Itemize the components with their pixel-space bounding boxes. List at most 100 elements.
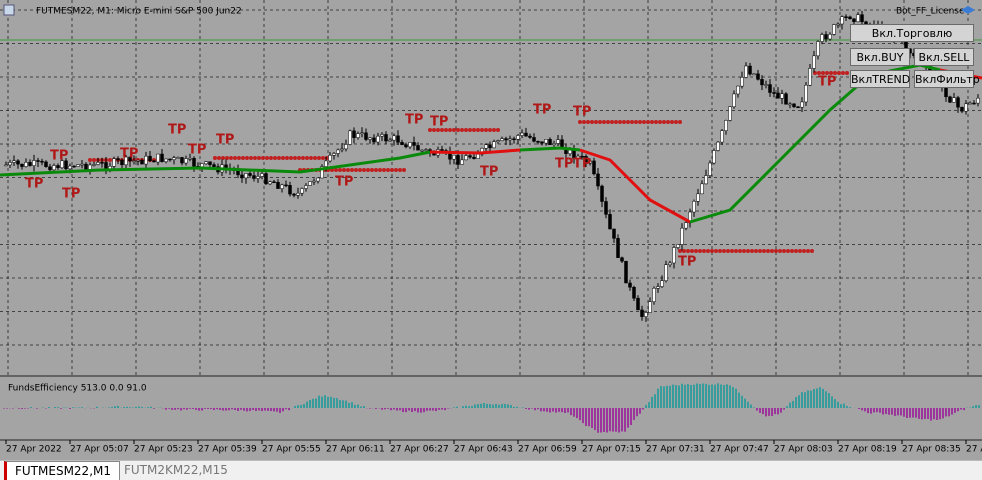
tp-label: TP xyxy=(188,143,206,158)
candle-body xyxy=(288,185,292,195)
filter-button[interactable]: ВклФильтр xyxy=(914,70,980,88)
candle-body xyxy=(664,264,668,281)
candle-body xyxy=(624,260,628,284)
license-icon xyxy=(961,6,975,14)
candle-body xyxy=(268,181,272,185)
candle-body xyxy=(456,154,460,165)
candle-body xyxy=(740,77,744,87)
candle-body xyxy=(780,93,784,99)
candle-body xyxy=(772,92,776,94)
candle-body xyxy=(856,14,860,22)
candle-body xyxy=(208,161,212,165)
candle-body xyxy=(316,177,320,182)
candle-body xyxy=(704,175,708,185)
tp-dot xyxy=(480,128,484,132)
candle-body xyxy=(956,97,960,108)
tp-dot xyxy=(746,249,750,253)
tp-dot xyxy=(374,168,378,172)
tp-dot xyxy=(448,128,452,132)
candle-body xyxy=(488,144,492,149)
candle-body xyxy=(644,312,648,317)
candle-body xyxy=(752,73,756,76)
tp-dot xyxy=(610,120,614,124)
candle-body xyxy=(548,139,552,145)
tp-label: TP xyxy=(25,177,43,192)
candle-body xyxy=(636,297,640,311)
tp-dot xyxy=(622,120,626,124)
tp-dot xyxy=(762,249,766,253)
candle-body xyxy=(304,185,308,189)
candle-body xyxy=(544,139,548,144)
tp-dot xyxy=(88,158,92,162)
candle-body xyxy=(252,175,256,179)
tab[interactable]: FUTM2KM22,M15 xyxy=(124,463,228,477)
candle-body xyxy=(368,137,372,140)
candle-body xyxy=(344,144,348,150)
candle-body xyxy=(788,103,792,106)
ma-line xyxy=(579,148,691,224)
tp-dot xyxy=(488,128,492,132)
candle-body xyxy=(132,160,136,162)
candle-body xyxy=(124,156,128,166)
candle-body xyxy=(164,158,168,162)
candle-body xyxy=(812,55,816,69)
candle-body xyxy=(308,181,312,186)
time-label: 27 Apr 08:03 xyxy=(774,445,833,455)
candle-body xyxy=(860,14,864,23)
candle-body xyxy=(248,173,252,176)
candle-body xyxy=(400,142,404,145)
tp-dot xyxy=(338,168,342,172)
time-label: 27 Apr 05:23 xyxy=(134,445,193,455)
tp-dot xyxy=(810,249,814,253)
tp-dot xyxy=(618,120,622,124)
candle-body xyxy=(320,166,324,179)
tp-dot xyxy=(638,120,642,124)
candle-body xyxy=(148,155,152,162)
candle-body xyxy=(500,138,504,141)
candle-body xyxy=(172,157,176,160)
candle-body xyxy=(580,155,584,158)
candle-body xyxy=(12,160,16,163)
ma-line xyxy=(519,146,581,152)
candle-body xyxy=(672,247,676,264)
buy-button[interactable]: Вкл.BUY xyxy=(850,48,910,66)
candle-body xyxy=(44,161,48,167)
tp-label: TP xyxy=(405,113,423,128)
tp-dot xyxy=(269,156,273,160)
tp-dot xyxy=(382,168,386,172)
candle-body xyxy=(800,101,804,108)
candle-body xyxy=(708,162,712,176)
indicator-label: FundsEfficiency 513.0 0.0 91.0 xyxy=(8,384,147,394)
candle-body xyxy=(768,84,772,93)
time-axis: 27 Apr 2022 27 Apr 05:07 27 Apr 05:23 27 Ap… xyxy=(5,440,982,455)
candle-body xyxy=(492,141,496,149)
candle-body xyxy=(404,144,408,148)
trade-button[interactable]: Вкл.Торговлю xyxy=(850,24,974,42)
candle-body xyxy=(212,164,216,167)
tp-dot xyxy=(297,156,301,160)
candle-body xyxy=(684,222,688,229)
candle-body xyxy=(340,148,344,151)
tp-dot xyxy=(370,168,374,172)
active-tab[interactable]: FUTMESM22,M1 xyxy=(4,461,120,480)
candle-body xyxy=(540,141,544,144)
candle-body xyxy=(460,159,464,165)
tp-dot xyxy=(718,249,722,253)
candle-body xyxy=(832,24,836,35)
tp-dot xyxy=(698,249,702,253)
candle-body xyxy=(296,192,300,196)
trend-button[interactable]: ВклTREND xyxy=(850,70,910,88)
tp-dot xyxy=(233,156,237,160)
candle-body xyxy=(264,173,268,185)
tp-dot xyxy=(281,156,285,160)
candle-body xyxy=(84,163,88,170)
candle-body xyxy=(276,182,280,189)
candle-body xyxy=(56,165,60,168)
candle-body xyxy=(512,138,516,141)
tp-label: TP xyxy=(168,123,186,138)
sell-button[interactable]: Вкл.SELL xyxy=(914,48,974,66)
tp-dot xyxy=(722,249,726,253)
tp-label: TP xyxy=(555,157,573,172)
tp-dot xyxy=(654,120,658,124)
candle-body xyxy=(36,160,40,162)
